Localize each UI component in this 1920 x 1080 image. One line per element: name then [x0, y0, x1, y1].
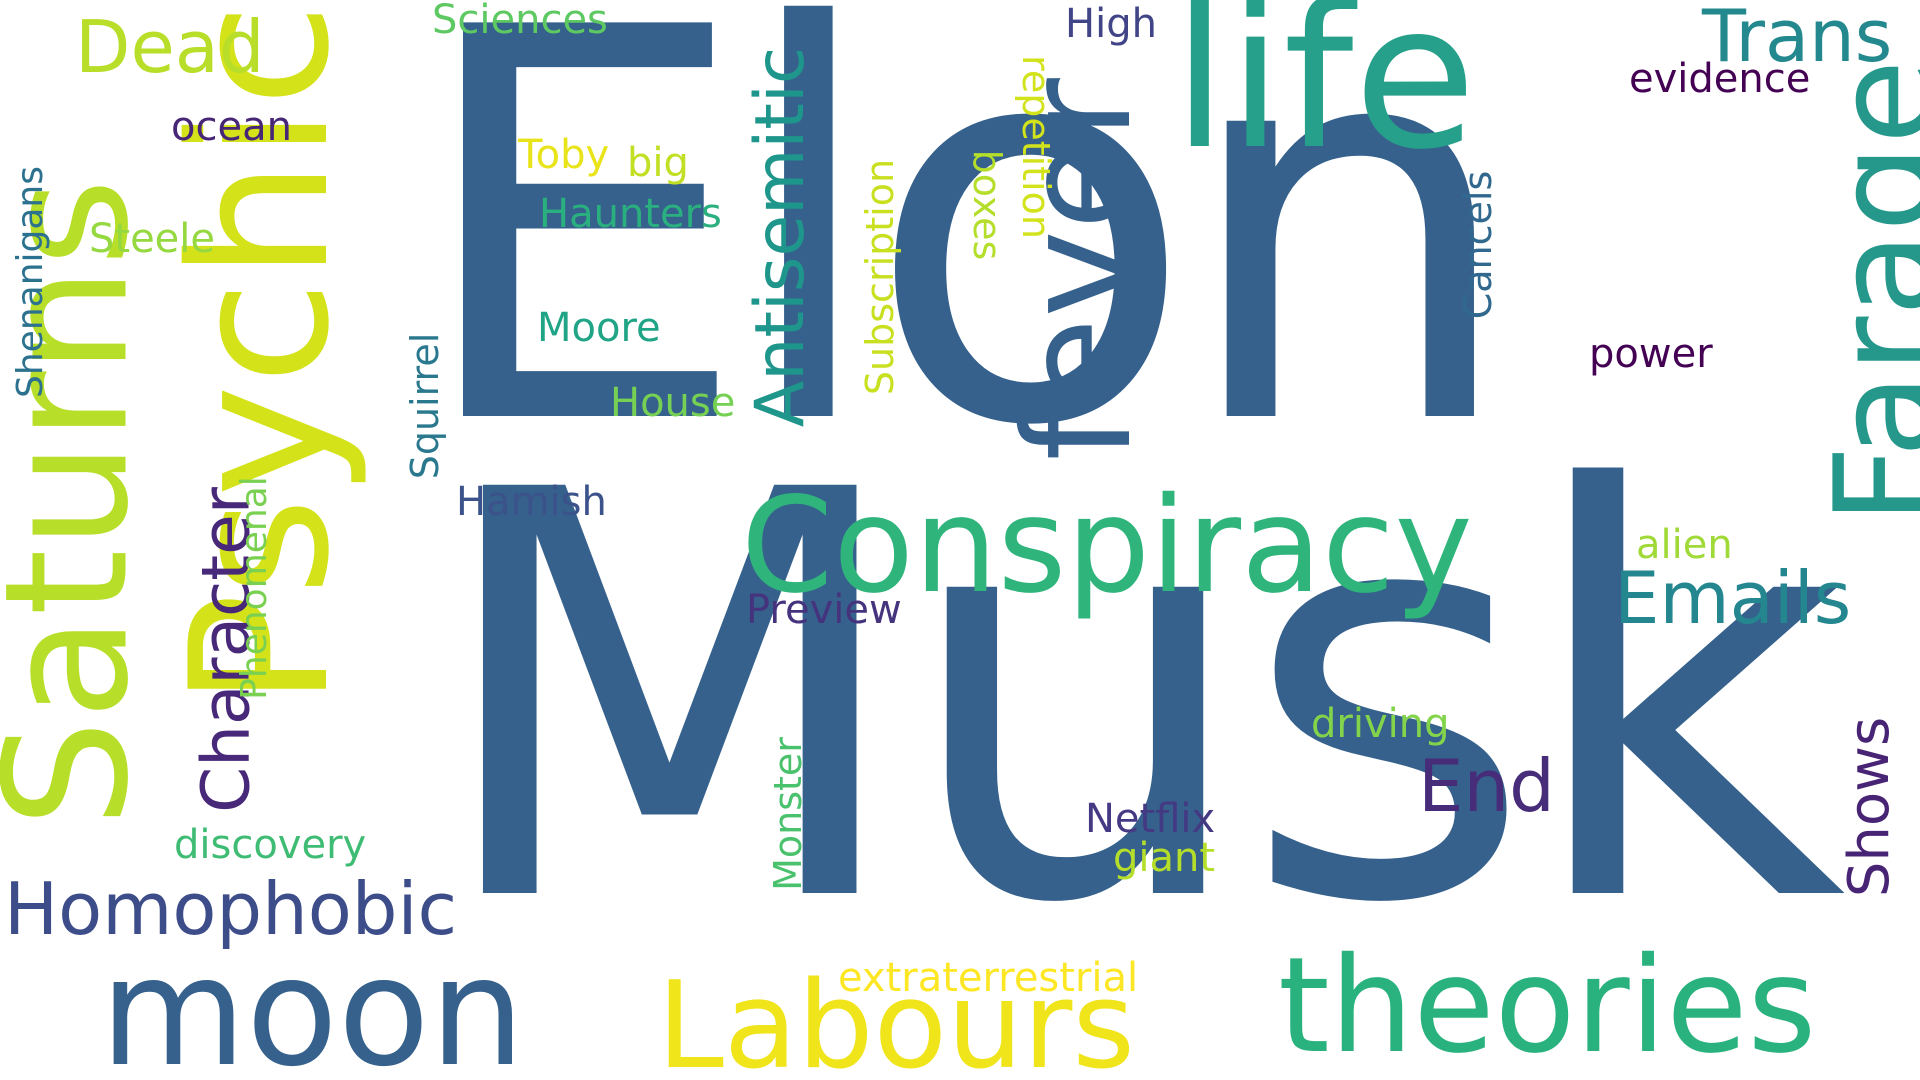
word-conspiracy: Conspiracy	[741, 469, 1473, 623]
word-high: High	[1065, 1, 1157, 47]
word-cancels: Cancels	[1456, 170, 1500, 320]
word-squirrel: Squirrel	[403, 332, 447, 480]
word-power: power	[1589, 331, 1713, 377]
word-theories: theories	[1278, 929, 1817, 1080]
word-shows: Shows	[1837, 716, 1902, 898]
word-hamish: Hamish	[456, 479, 607, 525]
word-netflix: Netflix	[1085, 796, 1216, 842]
word-farage: Farage	[1805, 59, 1920, 525]
word-emails: Emails	[1614, 556, 1852, 640]
word-alien: alien	[1636, 522, 1733, 568]
word-evidence: evidence	[1629, 56, 1811, 102]
word-musk: Musk	[428, 374, 1846, 1026]
word-moon: moon	[100, 926, 525, 1080]
word-labours: Labours	[657, 957, 1135, 1080]
word-toby: Toby	[518, 132, 610, 178]
word-subscription: Subscription	[858, 158, 902, 396]
word-preview: Preview	[746, 587, 902, 633]
word-end: End	[1418, 744, 1555, 828]
word-big: big	[627, 140, 689, 186]
word-trans: Trans	[1702, 0, 1893, 78]
word-house: House	[610, 380, 736, 426]
word-homophobic: Homophobic	[4, 867, 458, 951]
word-shenanigans: Shenanigans	[10, 166, 51, 398]
word-discovery: discovery	[174, 822, 367, 868]
word-moore: Moore	[537, 305, 661, 351]
word-repetition: repetition	[1014, 55, 1058, 239]
word-life: life	[1172, 0, 1477, 194]
word-ocean: ocean	[171, 104, 292, 150]
word-monster: Monster	[766, 737, 810, 891]
word-steele: Steele	[89, 216, 216, 262]
word-giant: giant	[1113, 835, 1216, 881]
word-haunters: Haunters	[539, 191, 722, 237]
word-antisemitic: Antisemitic	[741, 46, 820, 428]
word-extraterrestrial: extraterrestrial	[838, 955, 1139, 1001]
word-boxes: boxes	[965, 149, 1009, 261]
word-dead: Dead	[75, 5, 265, 89]
word-sciences: Sciences	[432, 0, 608, 43]
word-phenomenal: Phenomenal	[234, 476, 275, 700]
word-driving: driving	[1311, 701, 1450, 747]
word-elon: Elon	[410, 0, 1520, 544]
